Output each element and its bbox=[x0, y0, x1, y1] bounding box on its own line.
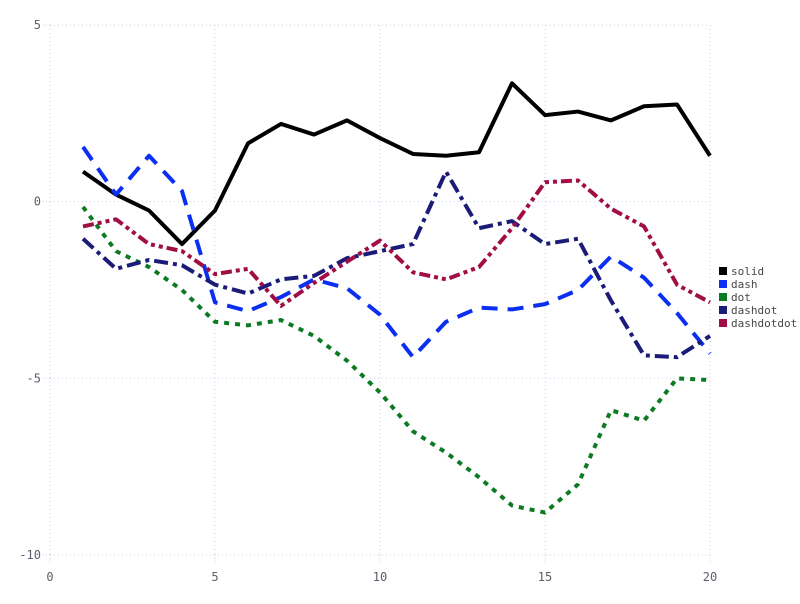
legend-label-dot: dot bbox=[731, 291, 751, 304]
y-tick-label-5: 5 bbox=[34, 18, 41, 32]
series-line-dot bbox=[81, 205, 711, 515]
legend-label-solid: solid bbox=[731, 265, 764, 278]
legend-label-dashdot: dashdot bbox=[731, 304, 777, 317]
x-tick-label-15: 15 bbox=[538, 570, 552, 584]
x-tick-label-0: 0 bbox=[46, 570, 53, 584]
x-tick-label-10: 10 bbox=[373, 570, 387, 584]
legend-swatch-dashdot bbox=[719, 306, 727, 314]
legend-label-dashdotdot: dashdotdot bbox=[731, 317, 797, 330]
series-line-dash bbox=[81, 145, 712, 360]
x-tick-label-20: 20 bbox=[703, 570, 717, 584]
y-tick-label-0: 0 bbox=[34, 195, 41, 209]
legend-swatch-solid bbox=[719, 267, 727, 275]
legend-swatch-dot bbox=[719, 293, 727, 301]
legend-swatch-dash bbox=[719, 280, 727, 288]
series-line-dashdotdot bbox=[82, 178, 711, 308]
y-tick-label--10: -10 bbox=[19, 548, 41, 562]
legend-swatch-dashdotdot bbox=[719, 319, 727, 327]
series-line-solid bbox=[81, 81, 712, 247]
legend-label-dash: dash bbox=[731, 278, 758, 291]
x-tick-label-5: 5 bbox=[211, 570, 218, 584]
series-line-dashdot bbox=[81, 169, 712, 360]
y-tick-label--5: -5 bbox=[27, 371, 41, 385]
